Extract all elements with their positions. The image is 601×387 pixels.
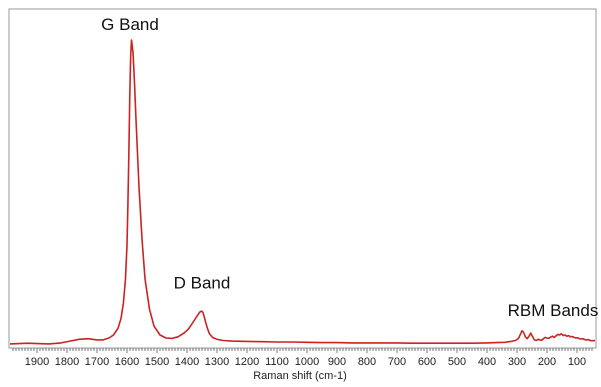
x-tick-label: 1000: [295, 356, 319, 368]
x-tick-label: 500: [448, 356, 466, 368]
band-annotation: D Band: [174, 274, 231, 293]
x-tick-label: 1900: [25, 356, 49, 368]
x-tick-label: 1400: [175, 356, 199, 368]
x-axis-ticks: [12, 348, 593, 353]
x-tick-label: 900: [328, 356, 346, 368]
band-annotations: G Band D Band RBM Bands: [101, 15, 598, 320]
x-tick-label: 1600: [115, 356, 139, 368]
x-tick-label: 1800: [55, 356, 79, 368]
spectrum-line: [9, 39, 596, 345]
x-tick-label: 1200: [235, 356, 259, 368]
x-tick-label: 300: [508, 356, 526, 368]
x-tick-label: 400: [478, 356, 496, 368]
band-annotation: G Band: [101, 15, 159, 34]
x-tick-label: 800: [358, 356, 376, 368]
plot-frame: [8, 8, 597, 349]
x-axis-tick-labels: 1900 1800 1700 1600 1500 1400 1300 1200 1100 1000…: [25, 356, 586, 368]
x-axis-label: Raman shift (cm-1): [253, 370, 347, 382]
band-annotation: RBM Bands: [508, 301, 599, 320]
x-tick-label: 100: [568, 356, 586, 368]
x-tick-label: 600: [418, 356, 436, 368]
x-tick-label: 200: [538, 356, 556, 368]
x-tick-label: 1500: [145, 356, 169, 368]
x-tick-label: 1700: [85, 356, 109, 368]
x-tick-label: 1100: [265, 356, 289, 368]
x-tick-label: 700: [388, 356, 406, 368]
x-tick-label: 1300: [205, 356, 229, 368]
